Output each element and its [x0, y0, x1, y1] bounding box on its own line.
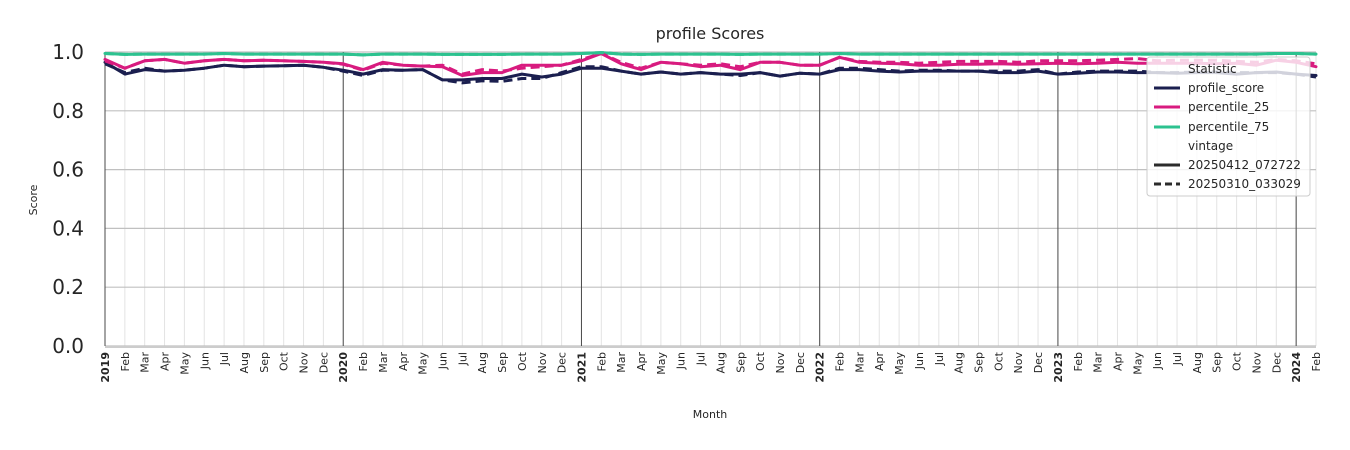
x-tick-month-label: Apr	[397, 352, 410, 372]
x-tick-year-label: 2022	[814, 352, 827, 383]
x-tick-month-label: Aug	[714, 352, 727, 373]
x-tick-month-label: Jun	[675, 352, 688, 370]
legend-percentile-75-label: percentile_75	[1188, 120, 1269, 134]
x-tick-month-label: Aug	[238, 352, 251, 373]
x-tick-month-label: Mar	[615, 352, 628, 373]
x-tick-month-label: Sep	[734, 352, 747, 373]
y-tick-label: 0.4	[52, 216, 84, 240]
legend: Statistic profile_score percentile_25 pe…	[1146, 56, 1311, 197]
x-tick-month-label: Jul	[218, 352, 231, 366]
series-line-percentile-75-20250310-033029	[104, 51, 1317, 57]
y-tick-label: 0.0	[52, 334, 84, 358]
x-tick-month-label: Apr	[873, 352, 886, 372]
x-tick-month-label: Jul	[933, 352, 946, 366]
x-tick-month-label: Feb	[357, 352, 370, 371]
x-tick-month-label: Oct	[1231, 351, 1244, 371]
x-tick-month-label: Jul	[1171, 352, 1184, 366]
x-tick-month-label: Jun	[436, 352, 449, 370]
x-tick-year-label: 2024	[1290, 352, 1303, 383]
y-tick-label: 1.0	[52, 40, 84, 64]
x-tick-month-label: Mar	[377, 352, 390, 373]
x-tick-month-label: Nov	[298, 352, 311, 374]
x-tick-month-label: Dec	[317, 352, 330, 373]
x-tick-month-label: Dec	[1270, 352, 1283, 373]
y-axis-title: Score	[27, 184, 40, 215]
x-tick-month-label: Feb	[595, 352, 608, 371]
x-tick-month-label: Jul	[456, 352, 469, 366]
x-tick-month-label: Jun	[198, 352, 211, 370]
x-tick-month-label: Sep	[1211, 352, 1224, 373]
series-line-profile-score-20250310-033029	[104, 62, 1317, 85]
x-tick-month-label: Dec	[1032, 352, 1045, 373]
legend-box	[1146, 56, 1311, 197]
y-tick-label: 0.2	[52, 275, 84, 299]
x-tick-month-label: Feb	[119, 352, 132, 371]
x-tick-labels: 2019 Feb Mar Apr May Jun Jul Aug Sep Oct Nov Dec 202…	[99, 351, 1323, 382]
x-tick-month-label: Mar	[1092, 352, 1105, 373]
x-tick-year-label: 2021	[575, 352, 588, 383]
legend-vintage-title: vintage	[1188, 139, 1233, 153]
x-tick-month-label: Nov	[536, 352, 549, 374]
series-layer	[103, 51, 1318, 85]
y-tick-label: 0.6	[52, 158, 84, 182]
x-tick-month-label: Dec	[794, 352, 807, 373]
x-tick-month-label: May	[655, 352, 668, 375]
x-tick-month-label: Mar	[853, 352, 866, 373]
legend-percentile-25-label: percentile_25	[1188, 100, 1269, 114]
x-tick-year-label: 2020	[337, 352, 350, 383]
x-tick-month-label: Apr	[635, 352, 648, 372]
x-tick-month-label: Feb	[834, 352, 847, 371]
x-tick-month-label: May	[178, 352, 191, 375]
x-tick-month-label: Oct	[516, 351, 529, 371]
x-tick-month-label: Jul	[695, 352, 708, 366]
x-axis-title: Month	[693, 408, 728, 421]
x-tick-month-label: Sep	[496, 352, 509, 373]
x-tick-month-label: Apr	[1111, 352, 1124, 372]
x-tick-year-label: 2023	[1052, 352, 1065, 383]
x-tick-month-label: Dec	[556, 352, 569, 373]
x-tick-month-label: Sep	[258, 352, 271, 373]
x-tick-month-label: Feb	[1310, 352, 1323, 371]
x-tick-month-label: Sep	[973, 352, 986, 373]
legend-vintage-dashed-label: 20250310_033029	[1188, 177, 1301, 191]
x-tick-month-label: May	[1131, 352, 1144, 375]
series-line-percentile-25-20250310-033029	[104, 52, 1317, 76]
legend-profile-score-label: profile_score	[1188, 81, 1264, 95]
x-tick-month-label: Jun	[1151, 352, 1164, 370]
x-tick-month-label: Aug	[953, 352, 966, 373]
chart-title: profile Scores	[656, 24, 765, 43]
y-tick-labels: 0.0 0.2 0.4 0.6 0.8 1.0	[52, 40, 84, 358]
x-tick-month-label: May	[893, 352, 906, 375]
x-tick-month-label: Oct	[992, 351, 1005, 371]
x-tick-month-label: Apr	[159, 352, 172, 372]
x-tick-month-label: Nov	[774, 352, 787, 374]
x-tick-month-label: Nov	[1012, 352, 1025, 374]
y-tick-label: 0.8	[52, 99, 84, 123]
x-tick-month-label: Oct	[278, 351, 291, 371]
legend-vintage-solid-label: 20250412_072722	[1188, 158, 1301, 172]
x-tick-month-label: Jun	[913, 352, 926, 370]
x-tick-month-label: Mar	[139, 352, 152, 373]
x-tick-month-label: May	[417, 352, 430, 375]
x-tick-month-label: Oct	[754, 351, 767, 371]
x-tick-month-label: Aug	[476, 352, 489, 373]
legend-statistic-title: Statistic	[1188, 62, 1237, 76]
x-tick-month-label: Feb	[1072, 352, 1085, 371]
x-tick-month-label: Nov	[1250, 352, 1263, 374]
x-tick-month-label: Aug	[1191, 352, 1204, 373]
x-tick-year-label: 2019	[99, 352, 112, 383]
year-divider-lines	[104, 52, 1297, 346]
